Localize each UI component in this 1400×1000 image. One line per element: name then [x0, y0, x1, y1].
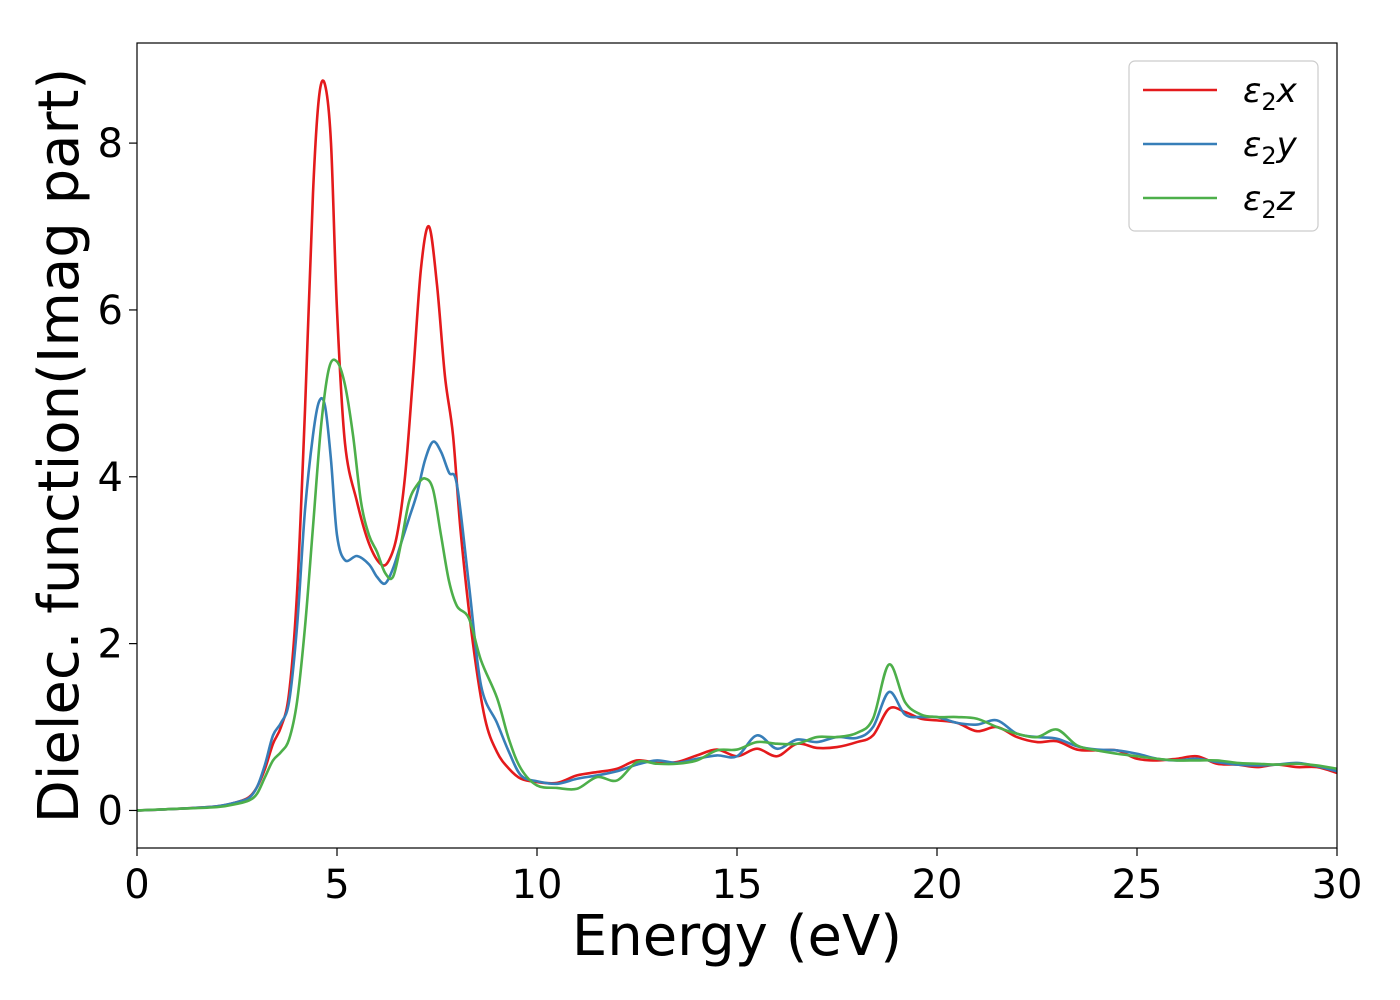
legend-label-x: ε2x: [1243, 71, 1298, 116]
x-axis-title: Energy (eV): [572, 904, 902, 969]
x-tick-label: 15: [712, 862, 763, 908]
axes: 0 5 10 15 20 25 30 0 2 4 6 8: [98, 42, 1363, 908]
y-tick-label: 2: [98, 622, 123, 668]
legend-label-y: ε2y: [1243, 125, 1298, 170]
x-tick-label: 10: [512, 862, 563, 908]
y-axis-title: Dielec. function(Imag part): [27, 68, 92, 824]
series-line-z: [137, 358, 1337, 812]
x-tick-label: 25: [1112, 862, 1163, 908]
y-tick-label: 4: [98, 455, 123, 501]
x-tick-label: 5: [324, 862, 349, 908]
y-tick-label: 8: [98, 121, 123, 167]
legend-label-z: ε2z: [1243, 179, 1296, 224]
legend: ε2x ε2y ε2z: [1128, 60, 1319, 232]
x-tick-label: 20: [912, 862, 963, 908]
plot-area: [137, 79, 1337, 812]
series-lines: [137, 79, 1337, 812]
y-tick-label: 6: [98, 288, 123, 334]
x-tick-label: 0: [124, 862, 149, 908]
x-tick-label: 30: [1312, 862, 1363, 908]
legend-box: [1128, 60, 1319, 232]
y-tick-label: 0: [98, 788, 123, 834]
